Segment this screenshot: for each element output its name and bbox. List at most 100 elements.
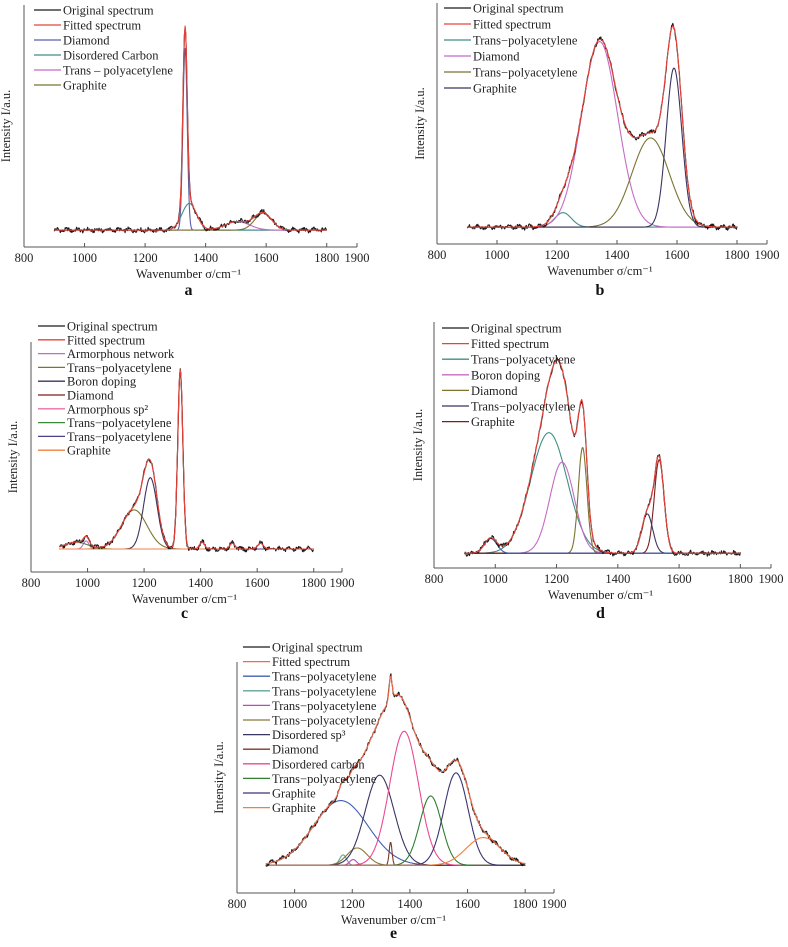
legend-label: Fitted spectrum: [63, 19, 141, 33]
x-tick-label: 800: [428, 248, 447, 262]
x-tick-label: 1200: [545, 248, 570, 262]
x-tick-labels: 800 1000 1200 1400 1600 1800 1900: [228, 889, 567, 911]
legend-label: Fitted spectrum: [471, 337, 549, 351]
x-tick-label: 1900: [542, 897, 567, 911]
panel-label: d: [596, 605, 605, 622]
x-tick-label: 1800: [301, 576, 326, 590]
x-axis-title: Wavenumber σ/cm⁻¹: [547, 264, 653, 278]
legend-label: Graphite: [272, 801, 316, 815]
legend-label: Trans−polyacetylene: [272, 714, 377, 728]
x-tick-label: 1900: [345, 251, 370, 265]
x-axis-title: Wavenumber σ/cm⁻¹: [132, 592, 238, 606]
x-tick-labels: 800 1000 1200 1400 1600 1800 1900: [15, 243, 370, 265]
x-tick-label: 1200: [132, 576, 157, 590]
panel-label: b: [596, 282, 605, 299]
legend-label: Fitted spectrum: [272, 655, 350, 669]
x-tick-label: 1600: [455, 897, 480, 911]
x-tick-label: 1200: [133, 251, 158, 265]
chart-panel-e: 800 1000 1200 1400 1600 1800 1900 Wavenumber σ/…: [212, 641, 567, 943]
series-line-trans-polyacetylene-5: [464, 513, 741, 554]
x-tick-label: 800: [228, 897, 247, 911]
legend-label: Diamond: [473, 50, 520, 64]
x-tick-label: 1200: [544, 572, 569, 586]
legend-label: Disordered Carbon: [63, 49, 159, 63]
x-tick-label: 1000: [75, 576, 100, 590]
y-axis-title: Intensity I/a.u.: [0, 90, 13, 163]
chart-panel-c: 800 1000 1200 1400 1600 1800 1900 Wavenumber σ/…: [6, 320, 355, 623]
legend-label: Original spectrum: [471, 322, 562, 336]
x-tick-label: 1400: [397, 897, 422, 911]
x-tick-label: 1600: [665, 248, 690, 262]
series-line-fitted-spectrum: [54, 25, 327, 231]
series-line-trans-polyacetylene-4: [467, 137, 737, 228]
legend-label: Armorphous sp²: [67, 402, 148, 416]
x-tick-labels: 800 1000 1200 1400 1600 1800 1900: [22, 568, 355, 590]
x-tick-label: 1600: [254, 251, 279, 265]
x-tick-label: 1600: [667, 572, 692, 586]
legend-label: Disordered sp³: [272, 728, 346, 742]
x-tick-label: 1900: [759, 572, 784, 586]
plot-area: [464, 357, 741, 557]
legend-label: Trans−polyacetylene: [471, 353, 576, 367]
x-tick-label: 1000: [483, 572, 508, 586]
chart-panel-a: 800 1000 1200 1400 1600 1800 1900 Wavenumber σ/…: [0, 4, 370, 300]
legend-label: Original spectrum: [63, 4, 154, 18]
x-tick-label: 800: [15, 251, 34, 265]
chart-panel-b: 800 1000 1200 1400 1600 1800 1900 Wavenumber σ/…: [413, 2, 780, 300]
legend-label: Fitted spectrum: [473, 18, 551, 32]
x-tick-label: 1400: [193, 251, 218, 265]
x-tick-label: 1800: [314, 251, 339, 265]
y-axis-title: Intensity I/a.u.: [6, 421, 20, 494]
series-line-fitted-spectrum: [464, 359, 741, 554]
x-tick-labels: 800 1000 1200 1400 1600 1800 1900: [428, 240, 780, 262]
legend-label: Original spectrum: [272, 641, 363, 655]
legend-label: Fitted spectrum: [67, 333, 145, 347]
legend-label: Boron doping: [471, 368, 541, 382]
x-tick-label: 1400: [188, 576, 213, 590]
x-tick-label: 1400: [605, 572, 630, 586]
x-tick-label: 1400: [605, 248, 630, 262]
legend-label: Disordered carbon: [272, 757, 365, 771]
x-tick-label: 1800: [728, 572, 753, 586]
plot-area: [58, 368, 314, 553]
series-line-fitted-spectrum: [265, 675, 526, 865]
legend-label: Trans−polyacetylene: [272, 772, 377, 786]
y-axis-title: Intensity I/a.u.: [413, 87, 427, 160]
x-axis-title: Wavenumber σ/cm⁻¹: [341, 913, 447, 927]
legend-label: Armorphous network: [67, 347, 175, 361]
legend-label: Trans – polyacetylene: [63, 64, 173, 78]
plot-area: [466, 22, 738, 231]
x-axis-title: Wavenumber σ/cm⁻¹: [548, 588, 654, 602]
legend-label: Trans−polyacetylene: [473, 34, 578, 48]
legend-label: Graphite: [473, 82, 517, 96]
legend-label: Boron doping: [67, 375, 137, 389]
series-line-boron-doping-3: [464, 461, 741, 554]
series-line-graphite-6: [464, 459, 741, 554]
series-line-trans-polyacetylene-2: [464, 432, 741, 554]
plot-area: [265, 673, 526, 867]
y-axis-title: Intensity I/a.u.: [212, 741, 226, 814]
legend-label: Graphite: [67, 444, 111, 458]
x-tick-label: 1800: [725, 248, 750, 262]
x-tick-label: 1200: [340, 897, 365, 911]
legend-label: Diamond: [63, 34, 110, 48]
series-line-fitted-spectrum: [467, 25, 737, 228]
legend-label: Trans−polyacetylene: [272, 699, 377, 713]
x-tick-label: 800: [425, 572, 444, 586]
x-tick-label: 1900: [330, 576, 355, 590]
panel-label: a: [185, 282, 193, 299]
legend-label: Trans−polyacetylene: [67, 430, 172, 444]
legend-label: Trans−polyacetylene: [473, 66, 578, 80]
x-tick-label: 1900: [755, 248, 780, 262]
x-tick-label: 1000: [485, 248, 510, 262]
legend-label: Trans−polyacetylene: [272, 684, 377, 698]
plot-area: [53, 25, 328, 234]
legend-label: Diamond: [67, 389, 114, 403]
legend-label: Original spectrum: [67, 320, 158, 334]
series-line-fitted-spectrum: [59, 368, 314, 550]
legend-label: Graphite: [272, 787, 316, 801]
